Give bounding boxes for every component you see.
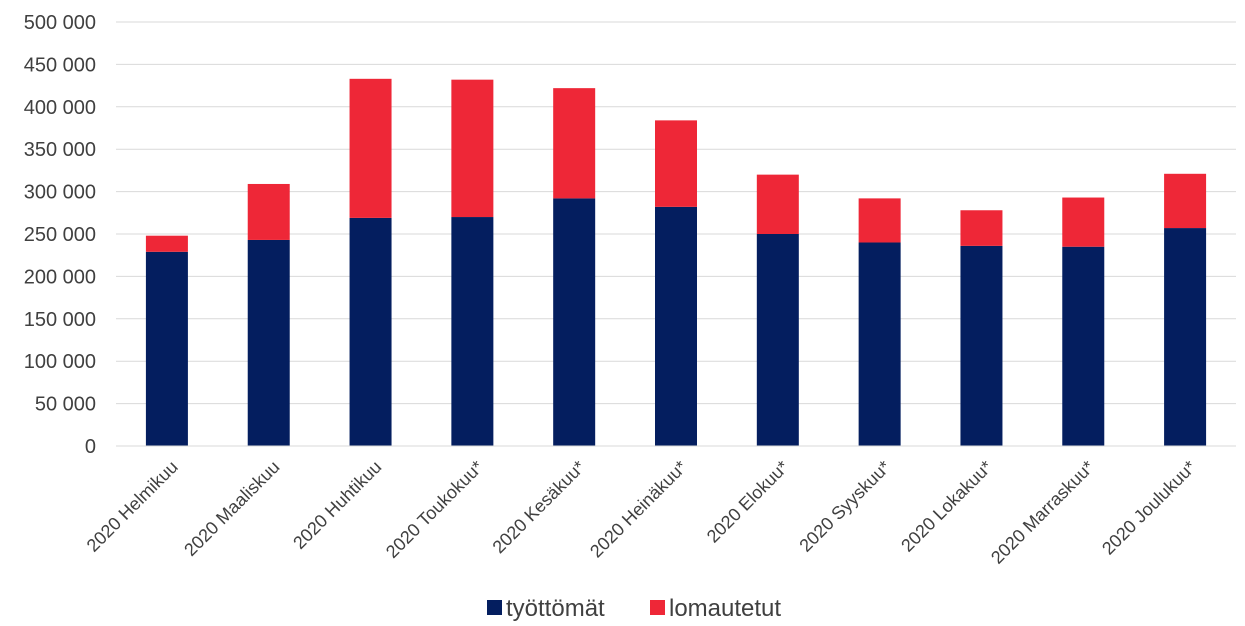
x-category-label: 2020 Elokuu* — [703, 457, 793, 547]
x-category-label: 2020 Syyskuu* — [795, 457, 894, 556]
x-category-label: 2020 Joulukuu* — [1098, 457, 1200, 559]
x-category-label: 2020 Helmikuu — [83, 457, 182, 556]
x-category-label: 2020 Huhtikuu — [289, 457, 385, 553]
bars — [145, 78, 1207, 446]
y-tick-label: 450 000 — [24, 54, 96, 76]
bar-segment-tyottomat — [655, 206, 697, 446]
x-category-label: 2020 Lokakuu* — [897, 457, 996, 556]
x-category-label: 2020 Maaliskuu — [180, 457, 283, 560]
y-tick-label: 200 000 — [24, 266, 96, 288]
bar-segment-lomautetut — [858, 198, 901, 243]
x-category-label: 2020 Heinäkuu* — [586, 457, 691, 562]
y-tick-label: 400 000 — [24, 97, 96, 119]
legend-label: lomautetut — [669, 595, 781, 622]
bar-segment-lomautetut — [553, 88, 596, 199]
bar-segment-lomautetut — [756, 174, 799, 234]
y-tick-label: 150 000 — [24, 309, 96, 331]
x-category-label: 2020 Marraskuu* — [987, 457, 1098, 568]
y-tick-label: 100 000 — [24, 351, 96, 373]
x-category-label: 2020 Kesäkuu* — [489, 457, 589, 557]
y-tick-label: 0 — [85, 436, 96, 458]
bar-segment-lomautetut — [451, 79, 494, 218]
y-tick-label: 300 000 — [24, 182, 96, 204]
bar-segment-tyottomat — [553, 198, 596, 446]
bar-segment-lomautetut — [655, 120, 697, 207]
bar-segment-tyottomat — [247, 239, 290, 446]
bar-segment-tyottomat — [451, 217, 494, 446]
bar-segment-tyottomat — [349, 217, 392, 446]
y-tick-label: 250 000 — [24, 224, 96, 246]
y-tick-label: 350 000 — [24, 139, 96, 161]
bar-segment-lomautetut — [1164, 173, 1207, 229]
bar-segment-lomautetut — [349, 78, 392, 218]
bar-segment-tyottomat — [756, 234, 799, 446]
legend-swatch — [487, 600, 502, 615]
bar-segment-lomautetut — [247, 183, 290, 240]
bar-segment-tyottomat — [145, 251, 188, 446]
y-axis-ticks: 0 50 000 100 000 150 000 200 000 250 000 300 0… — [24, 12, 96, 458]
bar-segment-lomautetut — [960, 210, 1003, 246]
bar-segment-tyottomat — [960, 245, 1003, 446]
bar-segment-tyottomat — [858, 242, 901, 446]
legend-swatch — [650, 600, 665, 615]
legend-label: työttömät — [506, 595, 605, 622]
legend: työttömät lomautetut — [487, 595, 781, 622]
bar-segment-lomautetut — [145, 235, 188, 252]
y-tick-label: 50 000 — [35, 394, 96, 416]
bar-segment-tyottomat — [1062, 246, 1105, 446]
bar-segment-tyottomat — [1164, 228, 1207, 446]
y-tick-label: 500 000 — [24, 12, 96, 34]
x-category-label: 2020 Toukokuu* — [382, 457, 487, 562]
bar-segment-lomautetut — [1062, 197, 1105, 247]
